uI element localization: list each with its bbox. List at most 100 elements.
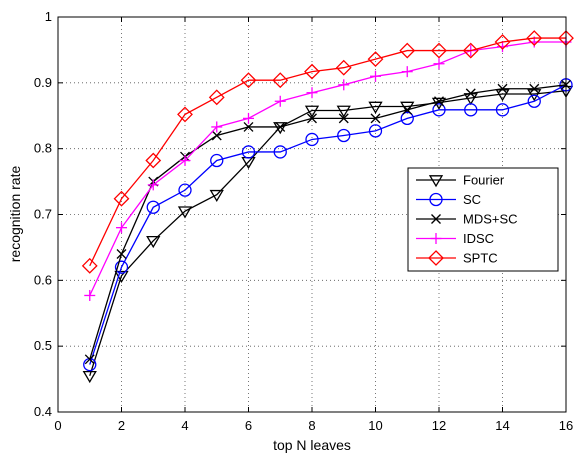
data-point-sc: [368, 124, 383, 138]
data-point-sc: [210, 153, 224, 168]
series-line-mds-sc: [89, 84, 567, 360]
data-point-idsc: [497, 41, 508, 53]
data-point-mds-sc: [211, 130, 222, 141]
legend-item: Fourier: [416, 173, 505, 188]
data-point-idsc: [306, 87, 318, 99]
y-tick-label: 0.9: [34, 75, 52, 90]
data-point-sc: [495, 103, 510, 117]
legend-label: SPTC: [463, 251, 498, 266]
marker-stroke: [370, 113, 381, 124]
series-sc: [83, 78, 573, 372]
legend-item: IDSC: [416, 231, 494, 246]
x-tick-label: 6: [245, 418, 252, 433]
series-sptc: [81, 30, 574, 274]
data-point-idsc: [433, 58, 445, 70]
data-point-mds-sc: [243, 121, 254, 132]
y-axis-label: recognition rate: [7, 166, 23, 263]
x-axis-label: top N leaves: [273, 437, 351, 453]
legend: Fourier SC MDS+SC IDSC SPTC: [407, 167, 559, 272]
data-point-sc: [114, 260, 129, 274]
y-tick-label: 0.5: [34, 338, 52, 353]
series-line-sc: [89, 84, 567, 365]
legend-item: SC: [416, 192, 481, 207]
data-point-sptc: [526, 30, 543, 46]
x-tick-label: 14: [495, 418, 509, 433]
data-point-fourier: [368, 101, 383, 114]
data-point-sc: [527, 94, 541, 108]
data-point-idsc: [338, 79, 350, 91]
data-point-sptc: [81, 257, 98, 274]
data-point-fourier: [82, 370, 97, 384]
data-point-idsc: [84, 289, 96, 301]
marker-stroke: [465, 88, 476, 99]
data-point-mds-sc: [434, 96, 444, 107]
legend-label: MDS+SC: [463, 212, 518, 227]
data-point-fourier: [209, 189, 224, 203]
data-point-sc: [432, 103, 446, 117]
marker-stroke: [84, 354, 95, 365]
legend-item: SPTC: [416, 250, 498, 266]
data-point-mds-sc: [84, 354, 95, 365]
y-tick-label: 0.4: [34, 404, 52, 419]
x-tick-label: 0: [54, 418, 61, 433]
data-point-mds-sc: [307, 113, 317, 124]
data-point-mds-sc: [497, 83, 508, 94]
x-tick-label: 12: [432, 418, 446, 433]
marker-stroke: [529, 83, 540, 94]
x-tick-label: 8: [308, 418, 315, 433]
data-point-idsc: [179, 155, 191, 167]
data-point-sptc: [145, 152, 162, 169]
y-tick-label: 1: [45, 9, 52, 24]
y-tick-label: 0.6: [34, 272, 52, 287]
legend-marker: [428, 175, 444, 188]
series-line-sptc: [89, 37, 566, 267]
data-point-sptc: [335, 59, 352, 76]
data-point-sptc: [494, 34, 511, 50]
data-point-idsc: [211, 121, 223, 133]
series-line-fourier: [89, 90, 567, 376]
marker-stroke: [402, 104, 413, 115]
data-point-mds-sc: [116, 249, 127, 259]
data-point-sptc: [431, 42, 447, 59]
data-point-sc: [464, 103, 478, 117]
data-point-fourier: [304, 105, 320, 118]
data-point-mds-sc: [402, 104, 413, 115]
data-point-idsc: [116, 222, 127, 234]
marker-stroke: [338, 113, 349, 124]
marker-stroke: [431, 214, 441, 224]
data-point-fourier: [146, 235, 161, 249]
legend-label: SC: [463, 192, 481, 207]
data-point-idsc: [274, 95, 286, 107]
y-tick-label: 0.8: [34, 141, 52, 156]
data-point-fourier: [495, 89, 510, 102]
marker-stroke: [211, 130, 222, 141]
data-point-sc: [337, 128, 351, 143]
data-point-sptc: [113, 190, 130, 207]
data-point-mds-sc: [465, 88, 476, 99]
data-point-sc: [305, 132, 319, 147]
data-point-fourier: [273, 122, 288, 135]
data-point-mds-sc: [338, 113, 349, 124]
marker-stroke: [275, 121, 286, 132]
legend-marker: [430, 233, 442, 244]
data-point-mds-sc: [275, 121, 286, 132]
marker-stroke: [243, 121, 254, 132]
legend-marker: [429, 192, 443, 207]
x-tick-label: 16: [559, 418, 573, 433]
data-point-idsc: [147, 179, 159, 191]
x-tick-label: 10: [368, 418, 382, 433]
data-point-sptc: [272, 72, 289, 89]
axis-ticks: 0 2 4 6 8 10 12 14 16 0.4 0.5 0.6 0.7 0.8 0.9 1: [34, 9, 573, 433]
marker-stroke: [434, 96, 444, 107]
marker-stroke: [307, 113, 317, 124]
data-point-sc: [241, 145, 256, 159]
data-point-sptc: [367, 51, 384, 68]
data-point-fourier: [527, 89, 542, 102]
legend-label: Fourier: [463, 173, 505, 188]
data-point-fourier: [336, 105, 351, 118]
data-point-idsc: [243, 112, 254, 124]
legend-label: IDSC: [463, 231, 494, 246]
data-point-sptc: [177, 106, 193, 123]
x-tick-label: 4: [181, 418, 188, 433]
